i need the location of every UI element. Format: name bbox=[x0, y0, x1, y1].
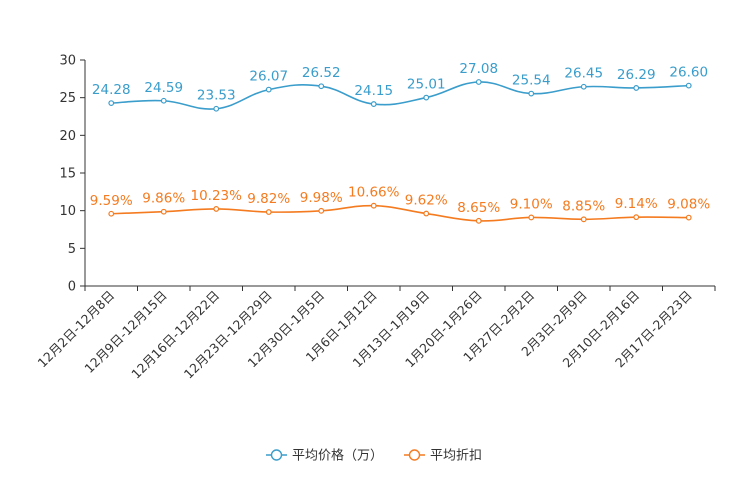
data-point[interactable] bbox=[318, 207, 325, 214]
data-label: 8.65% bbox=[457, 200, 500, 216]
y-tick-label: 5 bbox=[68, 242, 76, 257]
data-label: 25.54 bbox=[512, 73, 551, 89]
series-layer: 24.28 24.59 23.53 26.07 26.52 24.15 25.01 27.08… bbox=[90, 61, 710, 224]
data-point[interactable] bbox=[423, 210, 430, 217]
data-label: 9.62% bbox=[405, 193, 448, 209]
legend-item-avg-discount[interactable]: 平均折扣 bbox=[404, 449, 482, 464]
y-tick-label: 15 bbox=[59, 167, 76, 182]
data-point[interactable] bbox=[213, 105, 220, 112]
data-label: 10.66% bbox=[348, 185, 400, 201]
data-label: 24.59 bbox=[144, 80, 183, 96]
y-tick-label: 30 bbox=[59, 54, 76, 69]
data-label: 9.10% bbox=[510, 196, 553, 212]
data-point[interactable] bbox=[475, 79, 482, 85]
data-point[interactable] bbox=[265, 209, 272, 215]
data-point[interactable] bbox=[213, 206, 220, 212]
data-label: 9.98% bbox=[300, 190, 343, 206]
series-line bbox=[111, 204, 689, 222]
data-label: 25.01 bbox=[407, 77, 446, 93]
data-point[interactable] bbox=[580, 83, 587, 90]
data-point[interactable] bbox=[528, 214, 535, 221]
data-label: 26.07 bbox=[249, 69, 288, 85]
data-point[interactable] bbox=[370, 101, 377, 107]
data-point[interactable] bbox=[265, 86, 272, 93]
data-point[interactable] bbox=[633, 85, 640, 91]
data-label: 26.60 bbox=[669, 65, 708, 81]
data-point[interactable] bbox=[633, 214, 640, 221]
legend-marker-icon bbox=[270, 449, 283, 461]
legend-item-avg-price[interactable]: 平均价格（万） bbox=[266, 448, 383, 464]
data-label: 23.53 bbox=[197, 88, 236, 104]
y-tick-label: 10 bbox=[59, 204, 76, 219]
data-point[interactable] bbox=[160, 97, 167, 104]
data-point[interactable] bbox=[318, 83, 325, 90]
data-point[interactable] bbox=[423, 94, 430, 101]
data-label: 9.59% bbox=[90, 193, 133, 209]
y-tick-label: 20 bbox=[59, 129, 76, 144]
data-point[interactable] bbox=[475, 217, 482, 224]
data-point[interactable] bbox=[108, 210, 115, 217]
data-label: 9.86% bbox=[142, 191, 185, 207]
x-tick-label: 12月23日-12月29日 bbox=[181, 288, 275, 382]
series-avg-discount: 9.59% 9.86% 10.23% 9.82% 9.98% 10.66% 9.62% 8.6… bbox=[90, 185, 710, 224]
y-tick-label: 25 bbox=[59, 91, 76, 106]
legend[interactable]: 平均价格（万） 平均折扣 bbox=[266, 448, 482, 464]
data-point[interactable] bbox=[580, 216, 587, 223]
data-point[interactable] bbox=[160, 208, 167, 215]
data-label: 26.29 bbox=[617, 67, 656, 83]
data-label: 24.28 bbox=[92, 82, 131, 98]
data-label: 27.08 bbox=[459, 61, 498, 77]
data-point[interactable] bbox=[108, 100, 115, 106]
y-tick-label: 0 bbox=[68, 280, 76, 295]
series-line bbox=[111, 81, 689, 110]
data-point[interactable] bbox=[370, 202, 377, 209]
legend-label: 平均折扣 bbox=[430, 449, 482, 464]
data-label: 9.14% bbox=[615, 196, 658, 212]
data-label: 26.52 bbox=[302, 65, 341, 81]
data-point[interactable] bbox=[685, 82, 692, 89]
data-label: 8.85% bbox=[562, 198, 605, 214]
data-label: 10.23% bbox=[191, 188, 243, 204]
series-avg-price: 24.28 24.59 23.53 26.07 26.52 24.15 25.01 27.08… bbox=[92, 61, 708, 112]
x-tick-label: 12月16日-12月22日 bbox=[128, 288, 222, 382]
data-label: 9.08% bbox=[667, 197, 710, 213]
data-label: 9.82% bbox=[247, 191, 290, 207]
legend-marker-icon bbox=[408, 449, 421, 461]
legend-label: 平均价格（万） bbox=[292, 448, 383, 464]
data-label: 24.15 bbox=[354, 83, 393, 99]
data-label: 26.45 bbox=[564, 66, 603, 82]
data-point[interactable] bbox=[528, 90, 535, 97]
data-point[interactable] bbox=[685, 214, 692, 221]
